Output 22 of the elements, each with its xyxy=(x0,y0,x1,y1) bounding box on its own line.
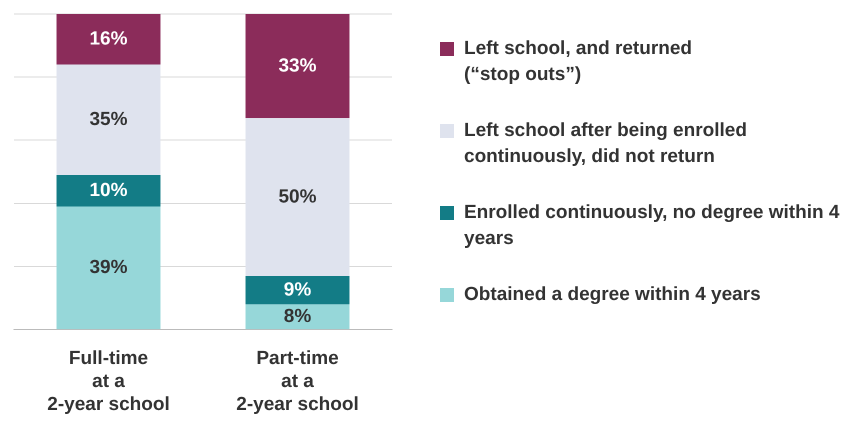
bar xyxy=(56,14,160,64)
data-label: 9% xyxy=(284,279,312,300)
x-tick-label: Full-time at a 2-year school xyxy=(47,348,170,415)
bar xyxy=(56,64,160,175)
data-label: 33% xyxy=(278,55,317,76)
data-label: 10% xyxy=(89,180,128,201)
data-label: 39% xyxy=(89,257,128,278)
data-label: 50% xyxy=(278,186,317,208)
bar xyxy=(56,174,160,207)
legend-label: Left school after being enrolled continuously, did not return xyxy=(464,119,748,169)
bar xyxy=(246,276,350,304)
data-label: 16% xyxy=(89,28,128,50)
bar xyxy=(246,304,350,330)
legend-label: Left school, and returned (“stop outs”) xyxy=(464,37,692,87)
bar xyxy=(246,14,350,118)
data-label: 35% xyxy=(89,108,128,130)
bar xyxy=(246,118,350,276)
data-label: 8% xyxy=(284,306,312,327)
legend-label: Enrolled continuously, no degree within 4 years xyxy=(464,201,840,251)
x-tick-label: Part-time at a 2-year school xyxy=(236,348,359,415)
legend-label: Obtained a degree within 4 years xyxy=(464,283,761,307)
bar xyxy=(56,206,160,330)
